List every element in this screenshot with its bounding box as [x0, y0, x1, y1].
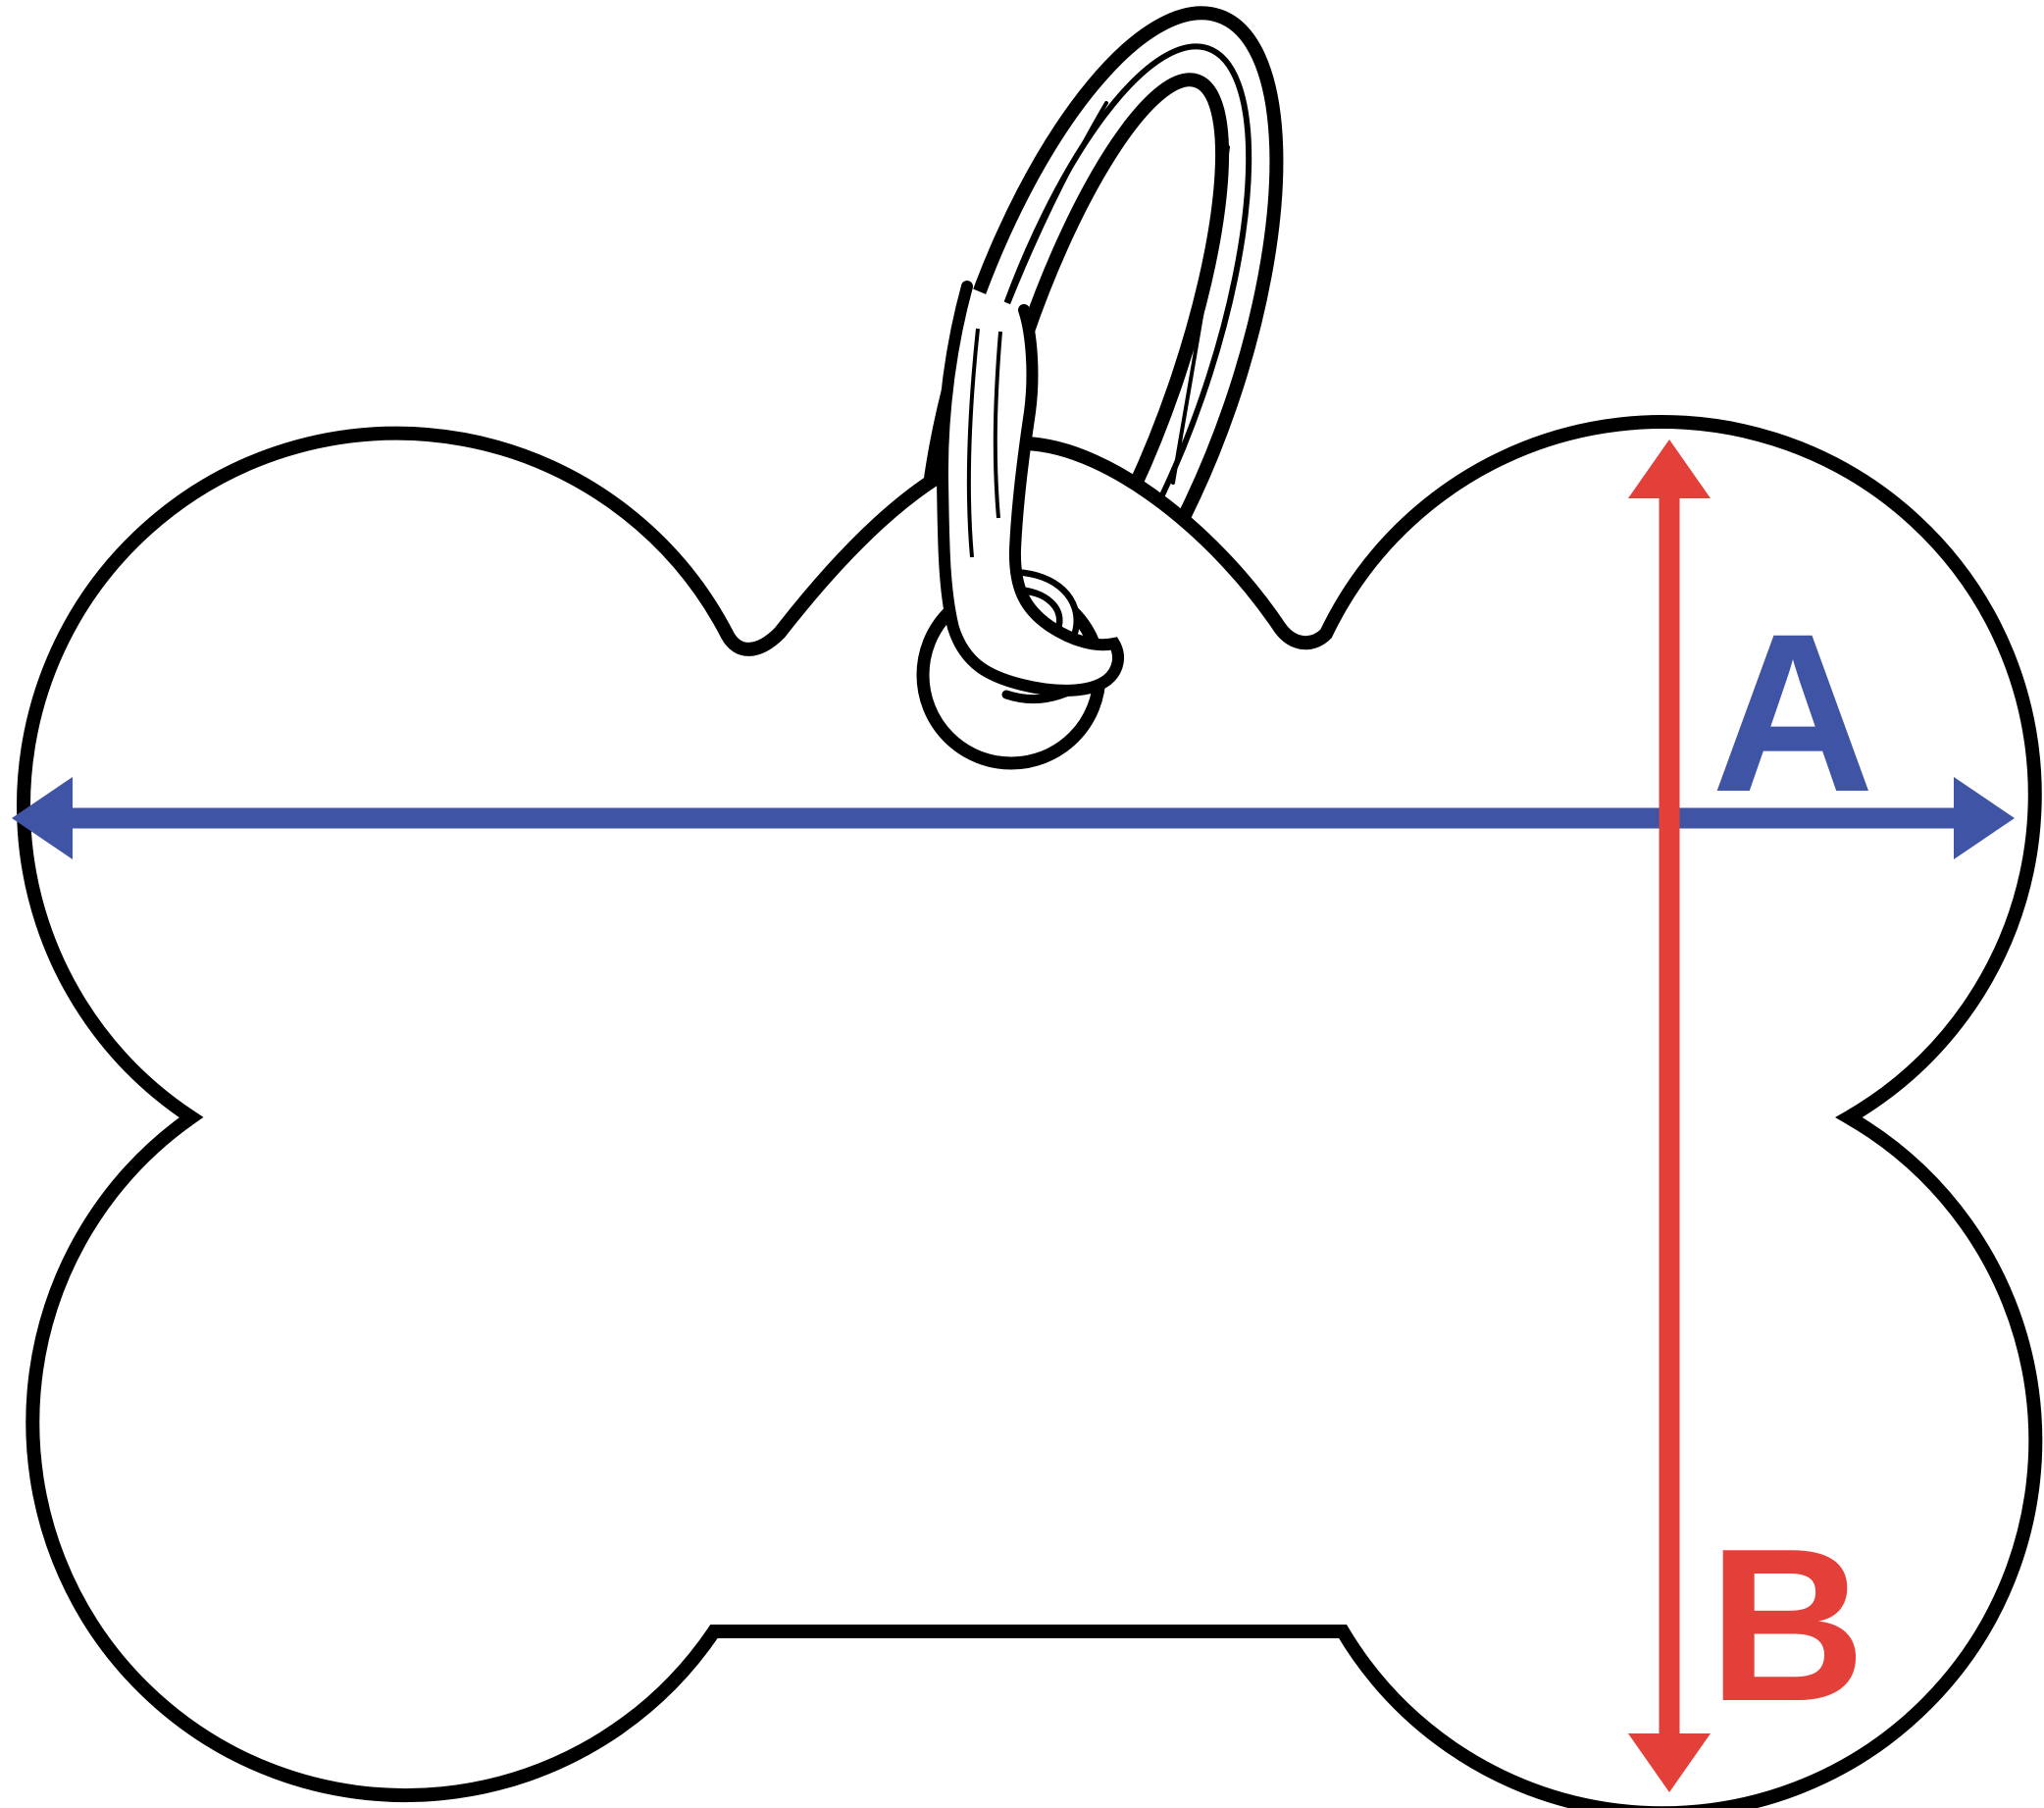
width-label: A: [1712, 587, 1874, 839]
width-dimension-arrow: A: [12, 587, 2015, 859]
width-arrow-right-head: [1954, 777, 2015, 859]
height-dimension-arrow: B: [1628, 439, 1865, 1792]
height-arrow-top-head: [1628, 439, 1711, 498]
bone-tag-outline: [17, 415, 2043, 1808]
keyring-highlight-line: [998, 101, 1108, 326]
height-label: B: [1709, 1504, 1865, 1747]
keyring-highlight-line: [993, 331, 1002, 519]
keyring-front-strand-edge: [936, 281, 1125, 697]
keyring-highlight-line: [966, 328, 980, 558]
height-arrow-bottom-head: [1628, 1733, 1711, 1792]
keyring-front-strand-fill: [942, 286, 1119, 691]
width-arrow-left-head: [12, 777, 73, 859]
keyring-front-strand: [936, 281, 1125, 697]
keyring-highlight-line: [1030, 121, 1128, 316]
keyring-highlight-line: [1171, 145, 1230, 485]
